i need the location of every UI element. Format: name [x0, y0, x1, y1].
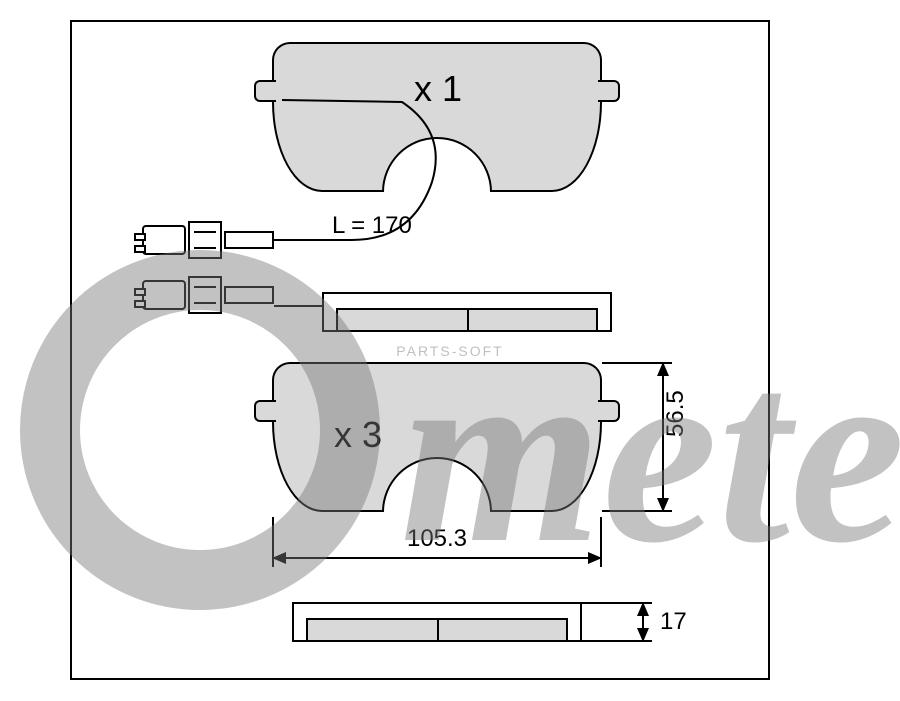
pad-ear-right [598, 400, 620, 422]
sensor-stem [224, 286, 274, 304]
wear-sensor-1 [142, 217, 322, 265]
wear-sensor-2 [142, 272, 322, 320]
pad-ear-right [598, 80, 620, 102]
sensor-wire-2 [274, 305, 322, 307]
dimension-width-value: 105.3 [272, 525, 602, 553]
qty-label-bottom: x 3 [334, 414, 382, 456]
pad-arc-cutout [382, 457, 492, 512]
sensor-stem [224, 231, 274, 249]
sensor-length-label: L = 170 [332, 212, 412, 240]
sensor-plug [142, 225, 186, 255]
dimension-thickness-value: 17 [660, 608, 687, 636]
pad-arc-cutout [382, 137, 492, 192]
pad-ear-left [254, 400, 276, 422]
dimension-height: 56.5 [652, 362, 653, 512]
pad-sideview-1 [322, 292, 612, 332]
pad-split-line [437, 618, 439, 640]
dimension-height-value: 56.5 [662, 390, 690, 437]
dimension-width: 105.3 [272, 547, 602, 548]
pad-split-line [467, 308, 469, 330]
qty-label-top: x 1 [414, 68, 462, 110]
diagram-frame: x 1 L = 170 x 3 56.5 [70, 20, 770, 680]
pad-sideview-2 [292, 602, 582, 642]
brake-pad-bottom: x 3 [272, 362, 602, 512]
pad-ear-left [254, 80, 276, 102]
dimension-thickness: 17 [632, 602, 633, 642]
sensor-nut [188, 221, 222, 259]
sensor-nut [188, 276, 222, 314]
brake-pad-top: x 1 [272, 42, 602, 192]
sensor-plug [142, 280, 186, 310]
